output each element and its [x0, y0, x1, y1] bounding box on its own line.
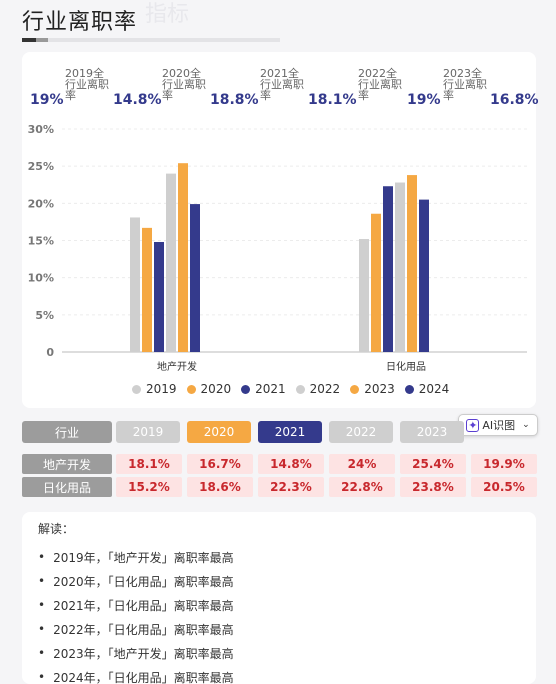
table-cell: 19.9% — [471, 454, 537, 474]
table-cell: 14.8% — [258, 454, 324, 474]
ai-recognize-button[interactable]: ✦ AI识图 ⌄ — [458, 414, 538, 436]
watermark-text: 指标 — [145, 2, 190, 27]
stat-value: 19% — [30, 92, 64, 108]
stat-value: 18.8% — [210, 92, 259, 108]
y-tick-label: 25% — [28, 160, 54, 173]
legend-item-2022[interactable]: 2022 — [295, 382, 341, 396]
bar-2019[interactable] — [130, 217, 140, 352]
bar-2023[interactable] — [178, 163, 188, 352]
note-item: 2023年，「地产开发」离职率最高 — [38, 641, 520, 665]
underline-mid-segment — [36, 38, 48, 42]
legend-label: 2019 — [146, 382, 177, 396]
bar-2024[interactable] — [419, 199, 429, 352]
note-item: 2019年，「地产开发」离职率最高 — [38, 545, 520, 569]
notes-panel: 解读： 2019年，「地产开发」离职率最高 2020年，「日化用品」离职率最高 … — [22, 512, 536, 684]
y-tick-label: 30% — [28, 123, 54, 136]
legend-item-2019[interactable]: 2019 — [132, 382, 177, 396]
table-header-year[interactable]: 2022 — [329, 421, 393, 443]
bar-2022[interactable] — [395, 182, 405, 352]
table-cell: 23.8% — [400, 477, 466, 497]
legend-item-2023[interactable]: 2023 — [350, 382, 395, 396]
x-category-label: 日化用品 — [386, 360, 426, 372]
bar-2021[interactable] — [154, 241, 164, 352]
legend-dot — [241, 384, 251, 394]
legend-label: 2024 — [418, 382, 450, 396]
stat-value: 14.8% — [113, 92, 162, 108]
notes-list: 2019年，「地产开发」离职率最高 2020年，「日化用品」离职率最高 2021… — [38, 545, 520, 684]
y-tick-label: 15% — [28, 235, 54, 248]
table-header-year[interactable]: 2023 — [400, 421, 464, 443]
table-header-year[interactable]: 2021 — [258, 421, 322, 443]
bar-2023[interactable] — [407, 175, 417, 352]
y-tick-label: 5% — [35, 309, 54, 322]
table-cell: 24% — [329, 454, 395, 474]
stat-value: 19% — [407, 92, 441, 108]
legend-dot — [295, 384, 305, 394]
bar-2019[interactable] — [359, 239, 369, 352]
stat-label: 2023全行业离职率 — [443, 67, 487, 102]
note-item: 2022年，「日化用品」离职率最高 — [38, 617, 520, 641]
legend-dot — [350, 384, 360, 394]
table-cell: 15.2% — [116, 477, 182, 497]
table-header-industry: 行业 — [22, 421, 112, 443]
stat-label: 2022全行业离职率 — [358, 67, 402, 102]
sparkle-icon: ✦ — [466, 418, 480, 432]
title-underline — [22, 38, 280, 42]
stat-label: 2021全行业离职率 — [260, 67, 304, 102]
legend-item-2024[interactable]: 2024 — [404, 382, 450, 396]
bar-2021[interactable] — [383, 186, 393, 352]
note-item: 2020年，「日化用品」离职率最高 — [38, 569, 520, 593]
table-cell: 16.7% — [187, 454, 253, 474]
stat-label: 2019全行业离职率 — [65, 67, 109, 102]
chart-legend: 2019 2020 2021 2022 2023 2024 — [132, 382, 449, 396]
ai-button-label: AI识图 — [482, 419, 516, 432]
legend-label: 2021 — [255, 382, 286, 396]
header: 指标 行业离职率 — [0, 0, 556, 50]
note-item: 2024年，「日化用品」离职率最高 — [38, 665, 520, 684]
underline-dark-segment — [22, 38, 36, 42]
table-cell: 20.5% — [471, 477, 537, 497]
legend-label: 2020 — [200, 382, 232, 396]
y-tick-label: 10% — [28, 272, 54, 285]
notes-title: 解读： — [38, 522, 75, 536]
page-title: 行业离职率 — [22, 10, 138, 35]
bar-2024[interactable] — [190, 204, 200, 352]
note-item: 2021年，「日化用品」离职率最高 — [38, 593, 520, 617]
table-cell: 22.3% — [258, 477, 324, 497]
x-category-label: 地产开发 — [157, 360, 197, 372]
table-cell: 22.8% — [329, 477, 395, 497]
chart-card: 19% 2019全行业离职率 14.8% 2020全行业离职率 18.8% 20… — [22, 52, 539, 408]
legend-item-2020[interactable]: 2020 — [186, 382, 232, 396]
stat-value: 16.8% — [490, 92, 539, 108]
row-label-daily-chemicals: 日化用品 — [22, 477, 112, 497]
y-tick-label: 20% — [28, 197, 54, 210]
y-tick-label: 0 — [46, 346, 54, 359]
table-header-year[interactable]: 2019 — [116, 421, 180, 443]
bar-2020[interactable] — [371, 213, 381, 352]
legend-item-2021[interactable]: 2021 — [241, 382, 286, 396]
table-cell: 18.1% — [116, 454, 182, 474]
table-cell: 18.6% — [187, 477, 253, 497]
stat-value: 18.1% — [308, 92, 357, 108]
legend-dot — [404, 384, 414, 394]
legend-dot — [132, 384, 141, 394]
table-header-year[interactable]: 2020 — [187, 421, 251, 443]
bar-chart: 0 5% 10% 15% 20% 25% 30% 地产开发 日化用品 — [28, 123, 527, 372]
chevron-down-icon: ⌄ — [522, 420, 530, 430]
bar-2020[interactable] — [142, 227, 152, 352]
legend-dot — [186, 384, 196, 394]
legend-label: 2023 — [364, 382, 395, 396]
stat-label: 2020全行业离职率 — [162, 67, 206, 102]
row-label-real-estate: 地产开发 — [22, 454, 112, 474]
bar-2022[interactable] — [166, 173, 176, 352]
legend-label: 2022 — [309, 382, 341, 396]
table-cell: 25.4% — [400, 454, 466, 474]
